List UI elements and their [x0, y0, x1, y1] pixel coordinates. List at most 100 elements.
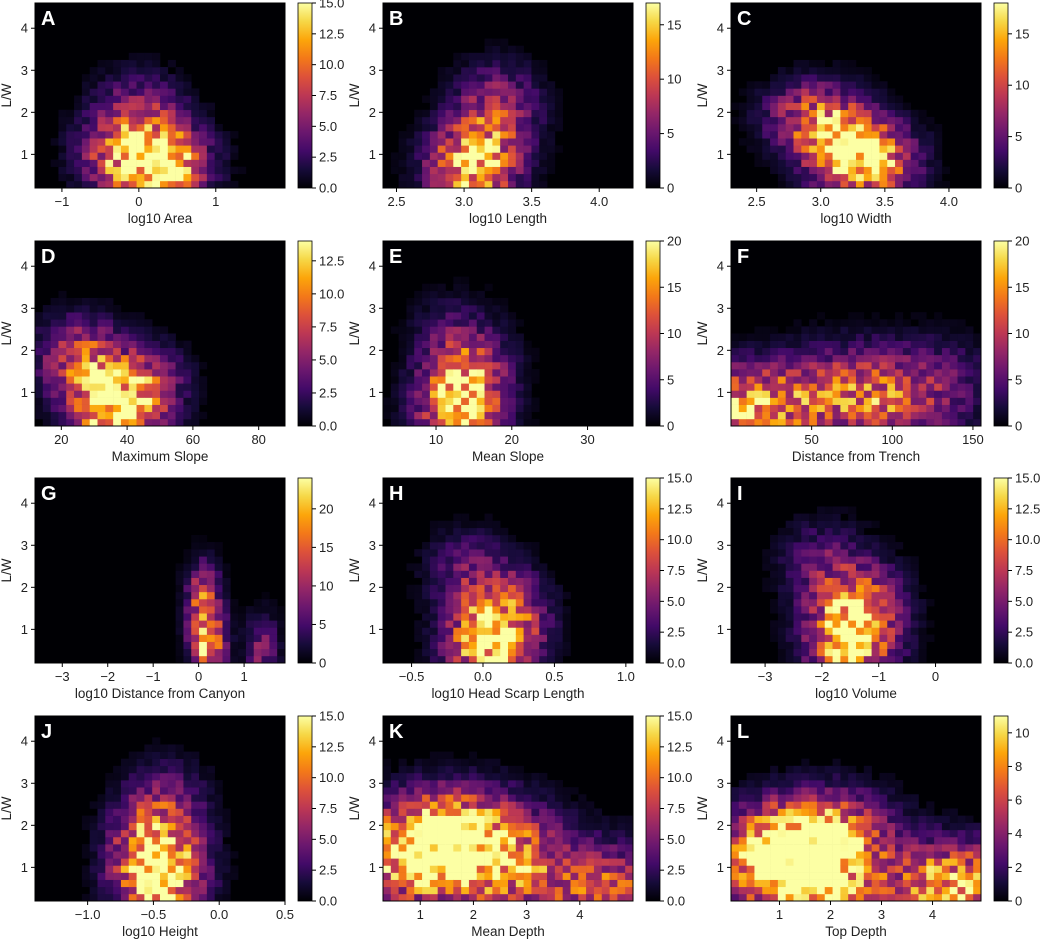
heatmap-cell [461, 159, 470, 167]
heatmap-cell [785, 138, 794, 146]
heatmap-cell [910, 354, 919, 363]
heatmap-cell [152, 886, 161, 895]
heatmap-cell [500, 116, 509, 125]
heatmap-cell [476, 159, 485, 167]
heatmap-cell [152, 865, 161, 873]
heatmap-cell [918, 159, 927, 167]
heatmap-cell [453, 577, 462, 586]
heatmap-cell [531, 116, 540, 125]
heatmap-cell [105, 102, 114, 111]
heatmap-cell [840, 376, 849, 384]
heatmap-cell [230, 598, 239, 607]
heatmap-cell [390, 794, 399, 802]
heatmap-cell [81, 326, 90, 334]
heatmap-cell [422, 131, 431, 139]
heatmap-cell [445, 131, 454, 139]
heatmap-cell [523, 844, 532, 852]
heatmap-cell [422, 549, 431, 557]
heatmap-cell [245, 641, 255, 650]
colorbar-tick-label: 15.0 [319, 0, 344, 11]
heatmap-cell [461, 376, 470, 384]
heatmap-cell [754, 116, 763, 125]
heatmap-cell [531, 404, 540, 413]
heatmap-cell [222, 159, 231, 167]
heatmap-cell [609, 829, 618, 838]
heatmap-cell [840, 772, 849, 781]
heatmap-cell [902, 613, 911, 621]
plot-frame [34, 240, 286, 427]
heatmap-cell [468, 794, 478, 802]
heatmap-cell [965, 815, 974, 824]
heatmap-cell [492, 879, 501, 888]
heatmap-cell [167, 780, 176, 788]
heatmap-cell [144, 836, 153, 845]
heatmap-cell [539, 131, 548, 139]
heatmap-cell [848, 606, 857, 614]
heatmap-cell [910, 598, 919, 607]
heatmap-cell [738, 801, 747, 809]
heatmap-cell [136, 81, 145, 89]
heatmap-cell [81, 879, 90, 888]
heatmap-cell [398, 844, 407, 852]
heatmap-cell [793, 655, 802, 664]
heatmap-cell [74, 354, 83, 363]
heatmap-cell [35, 404, 44, 413]
heatmap-cell [523, 606, 532, 614]
heatmap-cell [437, 570, 446, 578]
heatmap-cell [539, 116, 548, 125]
heatmap-cell [398, 152, 407, 160]
heatmap-cell [492, 655, 501, 664]
heatmap-cell [879, 787, 888, 795]
heatmap-cell [398, 397, 407, 405]
heatmap-cell [801, 613, 810, 621]
heatmap-cell [422, 397, 431, 405]
heatmap-cell [871, 851, 880, 859]
heatmap-cell [128, 102, 137, 111]
heatmap-cell [461, 88, 470, 96]
heatmap-cell [437, 333, 446, 341]
heatmap-cell [429, 333, 438, 341]
heatmap-cell [793, 59, 802, 68]
heatmap-cell [206, 131, 215, 139]
heatmap-cell [754, 794, 763, 802]
heatmap-cell [949, 383, 958, 391]
heatmap-cell [910, 641, 919, 650]
heatmap-cell [809, 634, 818, 642]
heatmap-cell [128, 333, 137, 341]
heatmap-cell [793, 173, 802, 182]
heatmap-cell [437, 88, 446, 96]
heatmap-cell [746, 886, 755, 895]
heatmap-cell [586, 893, 595, 902]
heatmap-cell [902, 109, 911, 118]
heatmap-cell [785, 598, 794, 607]
heatmap-cell [500, 95, 509, 103]
heatmap-cell [214, 542, 223, 550]
heatmap-cell [879, 333, 888, 341]
heatmap-cell [848, 598, 857, 607]
heatmap-cell [848, 81, 857, 89]
heatmap-cell [508, 886, 517, 895]
heatmap-cell [832, 369, 841, 377]
heatmap-cell [222, 829, 231, 838]
heatmap-cell [461, 340, 470, 349]
heatmap-cell [523, 893, 532, 902]
y-tick-label: 4 [21, 21, 28, 36]
heatmap-cell [136, 858, 145, 866]
heatmap-cell [777, 655, 786, 664]
heatmap-cell [191, 166, 200, 175]
heatmap-cell [879, 634, 888, 642]
colorbar-tick-label: 0 [1015, 419, 1022, 434]
heatmap-cell [957, 404, 966, 413]
y-tick-label: 4 [369, 496, 376, 511]
heatmap-cell [429, 361, 438, 370]
heatmap-cell [902, 577, 911, 586]
heatmap-cell [531, 138, 540, 146]
heatmap-cell [926, 851, 935, 859]
heatmap-cell [934, 865, 943, 873]
heatmap-cell [492, 570, 501, 578]
heatmap-cell [770, 780, 779, 788]
heatmap-cell [461, 577, 470, 586]
heatmap-cell [468, 822, 478, 831]
panel-letter: C [737, 8, 751, 30]
heatmap-cell [508, 613, 517, 621]
